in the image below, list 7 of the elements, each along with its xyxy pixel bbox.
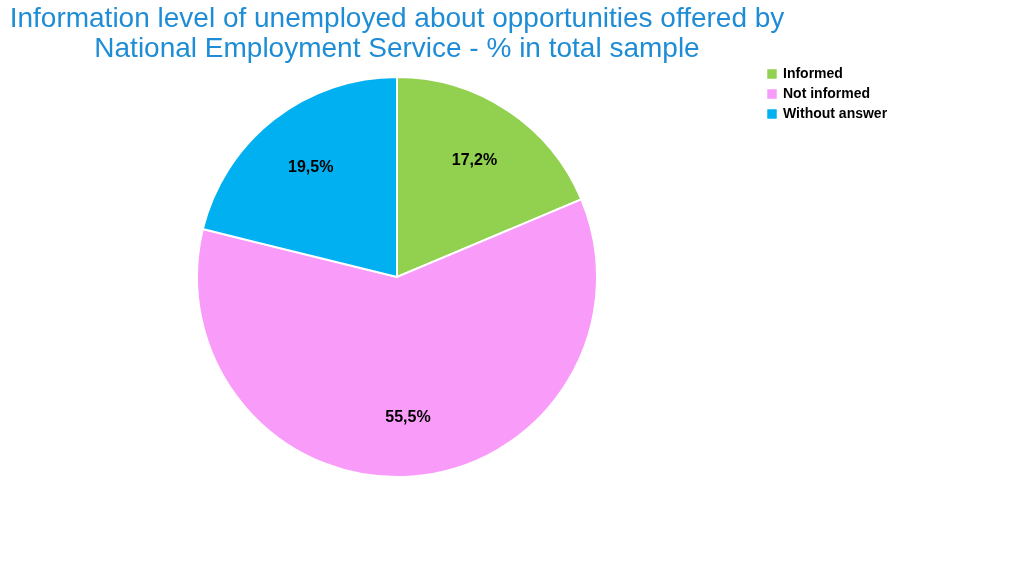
- legend-label: Informed: [783, 65, 843, 81]
- chart-title: Information level of unemployed about opportunities offered by National Employment Service - % in total sample: [9, 2, 785, 63]
- data-label: 17,2%: [451, 151, 498, 169]
- legend-label: Without answer: [783, 105, 888, 121]
- data-label: 55,5%: [385, 407, 431, 425]
- data-label: 19,5%: [287, 157, 334, 175]
- legend-label: Not informed: [783, 85, 871, 101]
